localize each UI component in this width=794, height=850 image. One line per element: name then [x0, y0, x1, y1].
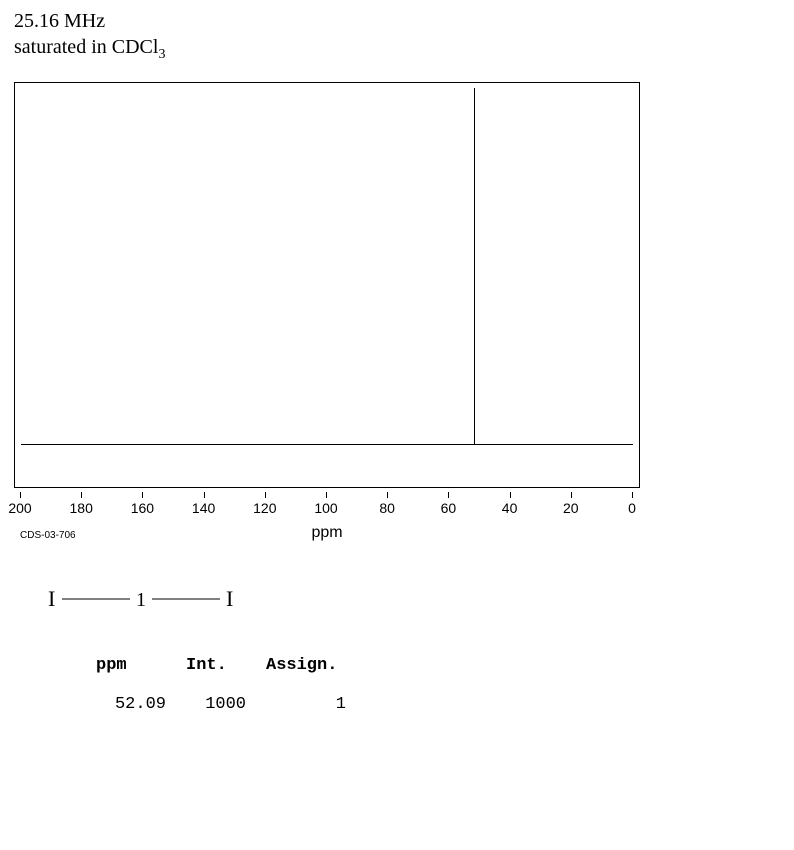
nmr-spectrum-page: 25.16 MHz saturated in CDCl3 ppm 2001801… [0, 0, 794, 850]
x-tick [204, 492, 205, 498]
x-axis: ppm 200180160140120100806040200 [14, 492, 640, 522]
spectrum-peak [474, 88, 475, 444]
col-header-int: Int. [182, 652, 260, 689]
x-tick-label: 80 [379, 500, 395, 516]
structure-right-atom: I [226, 586, 233, 611]
x-tick [571, 492, 572, 498]
x-tick-label: 60 [441, 500, 457, 516]
peak-table-header-row: ppm Int. Assign. [92, 652, 360, 689]
solvent-label: saturated in CDCl3 [14, 34, 165, 68]
table-cell: 1000 [182, 691, 260, 718]
sample-id-label: CDS-03-706 [20, 530, 76, 541]
header-block: 25.16 MHz saturated in CDCl3 [14, 8, 165, 68]
table-row: 52.0910001 [92, 691, 360, 718]
x-tick [387, 492, 388, 498]
solvent-subscript: 3 [158, 47, 165, 62]
structure-center-label: 1 [136, 589, 146, 611]
x-tick-label: 0 [628, 500, 636, 516]
x-tick-label: 180 [70, 500, 93, 516]
x-tick-label: 200 [8, 500, 31, 516]
table-cell: 1 [262, 691, 360, 718]
col-header-assign: Assign. [262, 652, 360, 689]
x-tick [510, 492, 511, 498]
solvent-prefix: saturated in CDCl [14, 36, 158, 58]
x-tick [326, 492, 327, 498]
x-tick [20, 492, 21, 498]
x-tick-label: 120 [253, 500, 276, 516]
structure-diagram: I 1 I [44, 584, 244, 614]
x-tick [632, 492, 633, 498]
x-tick-label: 40 [502, 500, 518, 516]
x-tick-label: 140 [192, 500, 215, 516]
x-axis-label: ppm [311, 524, 342, 542]
x-tick [81, 492, 82, 498]
col-header-ppm: ppm [92, 652, 180, 689]
x-tick [448, 492, 449, 498]
structure-left-atom: I [48, 586, 55, 611]
x-tick [265, 492, 266, 498]
table-cell: 52.09 [92, 691, 180, 718]
x-tick-label: 20 [563, 500, 579, 516]
frequency-label: 25.16 MHz [14, 8, 165, 34]
x-tick [142, 492, 143, 498]
spectrum-plot-frame [14, 82, 640, 488]
peak-table: ppm Int. Assign. 52.0910001 [90, 650, 362, 720]
spectrum-plot-area [21, 89, 633, 445]
structure-svg: I 1 I [44, 584, 244, 614]
x-tick-label: 160 [131, 500, 154, 516]
x-tick-label: 100 [314, 500, 337, 516]
